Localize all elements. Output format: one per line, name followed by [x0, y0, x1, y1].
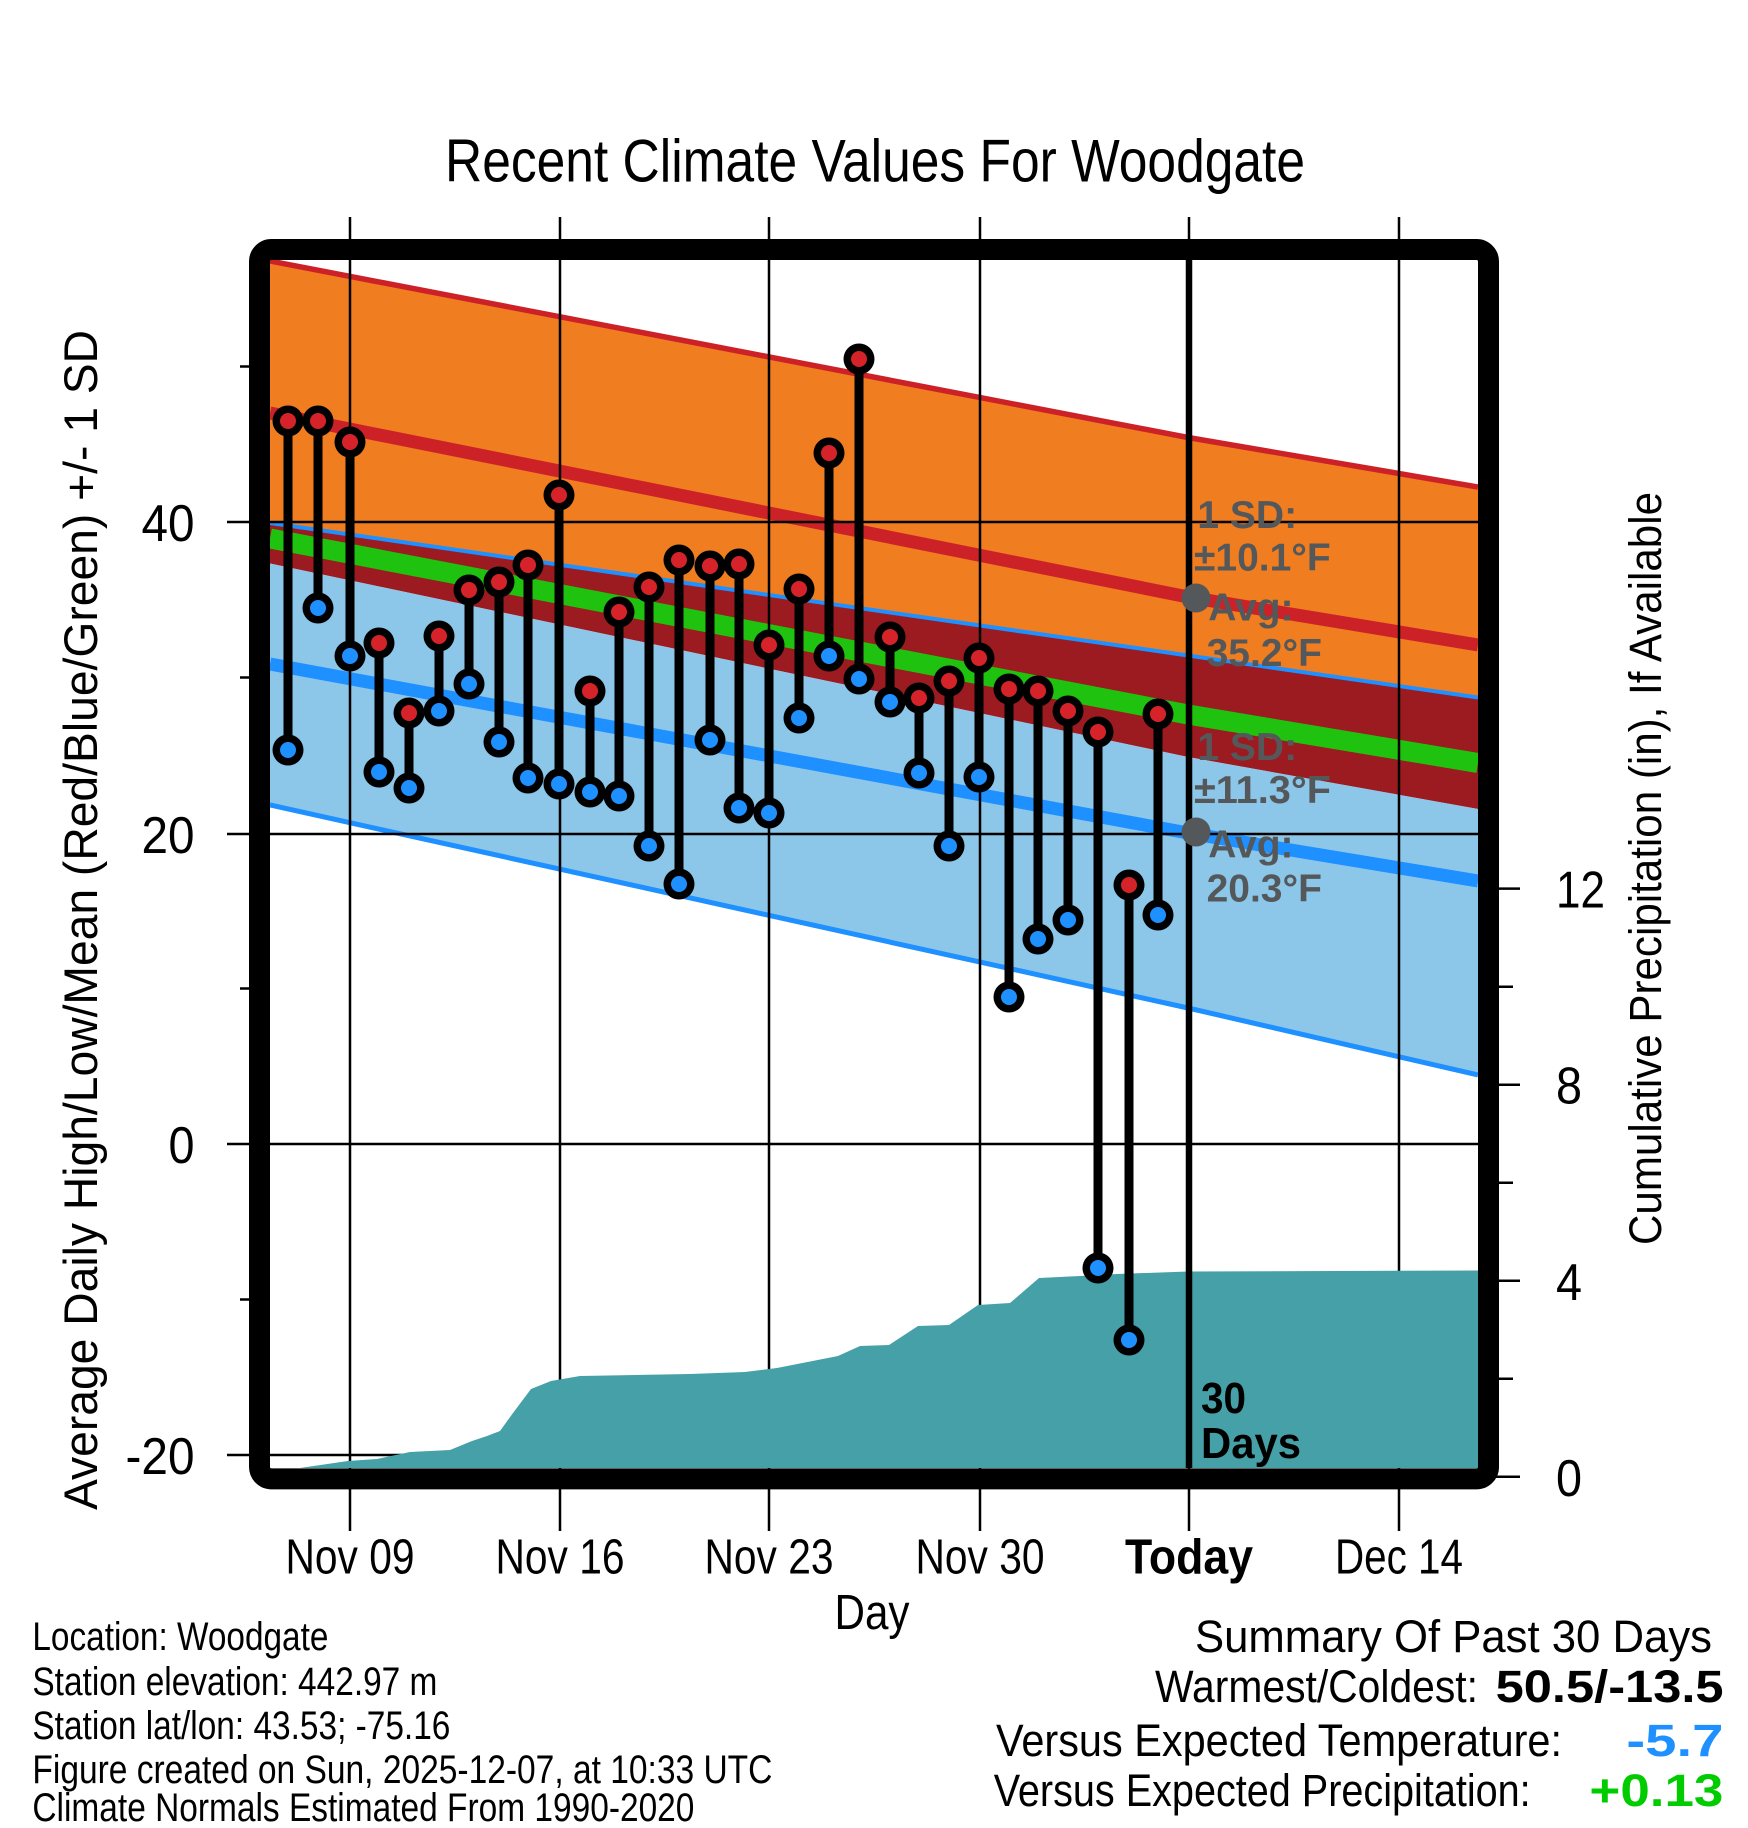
svg-text:-20: -20 [126, 1428, 195, 1486]
svg-text:Nov 16: Nov 16 [496, 1530, 625, 1584]
svg-text:Avg:: Avg: [1208, 587, 1293, 630]
svg-text:0: 0 [1556, 1450, 1582, 1508]
svg-text:35.2°F: 35.2°F [1207, 632, 1322, 675]
svg-text:-5.7: -5.7 [1626, 1715, 1723, 1766]
svg-text:Nov 23: Nov 23 [705, 1530, 834, 1584]
svg-text:40: 40 [142, 495, 195, 553]
svg-text:±11.3°F: ±11.3°F [1194, 769, 1331, 812]
svg-text:0: 0 [169, 1117, 195, 1175]
svg-text:50.5/-13.5: 50.5/-13.5 [1496, 1661, 1724, 1712]
svg-text:Versus Expected Temperature:: Versus Expected Temperature: [996, 1715, 1562, 1766]
svg-text:Versus Expected Precipitation:: Versus Expected Precipitation: [994, 1765, 1531, 1816]
svg-text:20: 20 [142, 807, 195, 865]
svg-text:Summary Of Past 30 Days: Summary Of Past 30 Days [1195, 1611, 1712, 1662]
svg-text:Climate Normals Estimated From: Climate Normals Estimated From 1990-2020 [32, 1786, 694, 1828]
svg-text:30: 30 [1201, 1374, 1246, 1423]
svg-text:Dec 14: Dec 14 [1335, 1530, 1463, 1584]
svg-text:12: 12 [1556, 862, 1605, 920]
svg-text:Day: Day [835, 1586, 910, 1640]
svg-text:20.3°F: 20.3°F [1207, 868, 1322, 911]
svg-text:±10.1°F: ±10.1°F [1194, 536, 1331, 579]
svg-text:Cumulative Precipitation (in),: Cumulative Precipitation (in), If Availa… [1620, 492, 1671, 1245]
svg-text:8: 8 [1556, 1058, 1582, 1116]
svg-text:Days: Days [1201, 1419, 1301, 1468]
svg-text:Recent Climate Values For Wood: Recent Climate Values For Woodgate [445, 128, 1305, 195]
svg-text:4: 4 [1556, 1254, 1582, 1312]
svg-text:Figure created on Sun, 2025-12: Figure created on Sun, 2025-12-07, at 10… [32, 1748, 772, 1792]
svg-text:Location: Woodgate: Location: Woodgate [32, 1615, 328, 1659]
svg-text:Average Daily High/Low/Mean (R: Average Daily High/Low/Mean (Red/Blue/Gr… [54, 330, 107, 1510]
svg-text:1 SD:: 1 SD: [1197, 726, 1297, 769]
svg-text:Nov 30: Nov 30 [916, 1530, 1045, 1584]
svg-text:+0.13: +0.13 [1589, 1765, 1723, 1816]
svg-text:Nov 09: Nov 09 [286, 1530, 415, 1584]
svg-text:Warmest/Coldest:: Warmest/Coldest: [1155, 1661, 1478, 1712]
svg-text:1 SD:: 1 SD: [1197, 494, 1297, 537]
svg-text:Station lat/lon: 43.53; -75.16: Station lat/lon: 43.53; -75.16 [32, 1704, 450, 1748]
svg-text:Station elevation: 442.97 m: Station elevation: 442.97 m [32, 1660, 437, 1704]
svg-text:Today: Today [1125, 1530, 1253, 1584]
svg-text:Avg:: Avg: [1208, 823, 1293, 866]
